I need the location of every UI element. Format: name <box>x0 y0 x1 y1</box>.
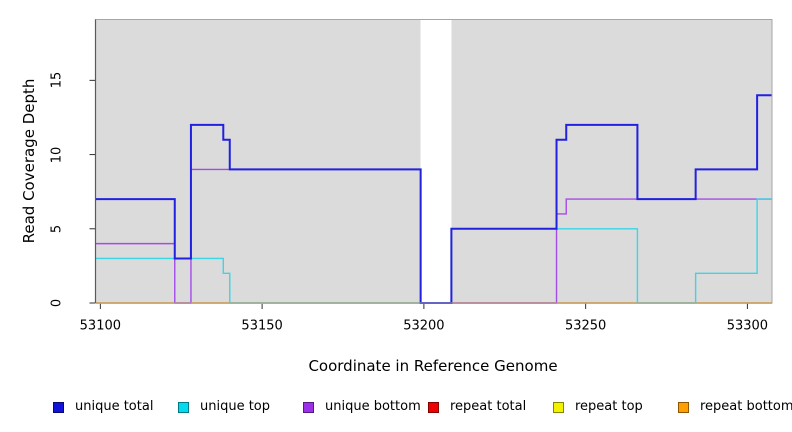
no-data-gap <box>420 19 452 303</box>
legend-swatch-icon <box>428 401 439 413</box>
legend-label: repeat bottom <box>700 399 792 414</box>
legend-swatch-icon <box>303 401 314 413</box>
y-axis-title: Read Coverage Depth <box>20 78 38 244</box>
plot-background-left <box>95 19 421 303</box>
series-unique-total <box>95 94 772 304</box>
legend-item-unique-top: unique top <box>178 399 270 415</box>
legend-swatch-icon <box>178 401 189 413</box>
legend-item-repeat-bottom: repeat bottom <box>678 399 792 415</box>
x-tick-label: 53150 <box>241 318 283 334</box>
y-tick-label: 5 <box>49 224 65 233</box>
legend-swatch-icon <box>678 401 689 413</box>
x-tick-label: 53100 <box>79 318 122 334</box>
y-tick-label: 15 <box>49 72 65 89</box>
x-tick-label: 53250 <box>564 318 607 334</box>
plot-background-right <box>451 19 772 303</box>
x-axis-title: Coordinate in Reference Genome <box>308 357 558 375</box>
legend-item-repeat-top: repeat top <box>553 399 643 415</box>
legend-label: unique top <box>200 399 271 414</box>
y-tick-label: 10 <box>49 146 65 163</box>
legend-label: repeat top <box>575 399 643 414</box>
legend-swatch-icon <box>553 401 564 413</box>
legend-item-repeat-total: repeat total <box>428 399 526 415</box>
y-tick-label: 0 <box>49 298 65 308</box>
legend-label: repeat total <box>450 399 527 414</box>
legend-item-unique-bottom: unique bottom <box>303 399 421 415</box>
legend-label: unique total <box>75 399 154 414</box>
legend-label: unique bottom <box>325 399 421 414</box>
legend-item-unique-total: unique total <box>53 399 153 415</box>
x-tick-label: 53200 <box>403 318 445 334</box>
legend-swatch-icon <box>53 401 64 413</box>
x-tick-label: 53300 <box>726 318 769 334</box>
